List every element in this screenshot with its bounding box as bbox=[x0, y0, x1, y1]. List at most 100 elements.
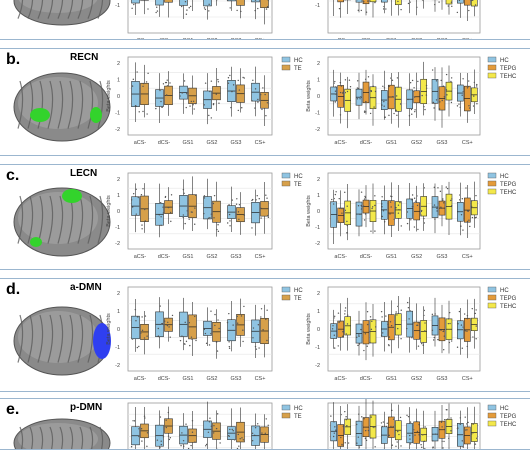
x-tick-label: GS3 bbox=[436, 38, 447, 39]
x-tick-label: CS+ bbox=[462, 140, 473, 146]
x-tick-label: GS1 bbox=[386, 140, 397, 146]
x-tick-label: CS+ bbox=[255, 38, 266, 39]
y-tick-label: 0 bbox=[317, 327, 320, 333]
x-tick-label: GS3 bbox=[436, 376, 447, 382]
y-tick-label: -2 bbox=[315, 241, 320, 247]
y-tick-label: 1 bbox=[117, 78, 120, 84]
brain-image bbox=[14, 73, 110, 141]
x-tick-label: GS2 bbox=[411, 376, 422, 382]
x-tick-label: dCS- bbox=[158, 254, 171, 260]
y-axis-label: Beta weights bbox=[306, 80, 312, 112]
legend-entry: HC bbox=[294, 406, 303, 412]
y-tick-label: 2 bbox=[117, 177, 120, 183]
y-tick-label: 0 bbox=[317, 94, 320, 100]
y-tick-label: -2 bbox=[315, 127, 320, 133]
y-tick-label: -1 bbox=[115, 345, 120, 351]
y-tick-label: 2 bbox=[317, 291, 320, 297]
x-tick-label: GS3 bbox=[436, 140, 447, 146]
y-tick-label: -2 bbox=[315, 363, 320, 369]
y-axis-label: Beta weights bbox=[106, 195, 112, 227]
legend: HC TE bbox=[282, 405, 303, 420]
x-tick-label: GS1 bbox=[182, 140, 193, 146]
box bbox=[395, 0, 401, 5]
y-axis-label: Beta weights bbox=[306, 195, 312, 227]
y-tick-label: -2 bbox=[115, 127, 120, 133]
x-tick-label: aCS- bbox=[334, 38, 347, 39]
x-tick-label: aCS- bbox=[134, 254, 147, 260]
panel-graphics: 2 1 0 -1 -2 Beta weights aCS-dCS- GS1 GS2 GS3 CS+ H… bbox=[0, 165, 530, 269]
x-tick-label: GS3 bbox=[230, 376, 241, 382]
y-tick-label: 2 bbox=[117, 291, 120, 297]
legend-entry: TEHC bbox=[500, 74, 517, 80]
x-tick-label: dCS- bbox=[360, 38, 373, 39]
y-tick-label: 0 bbox=[117, 209, 120, 215]
box bbox=[237, 0, 245, 5]
x-tick-label: aCS- bbox=[134, 38, 147, 39]
brain-image bbox=[14, 419, 110, 449]
x-tick-label: GS1 bbox=[182, 376, 193, 382]
box bbox=[180, 0, 188, 5]
legend: HC TE bbox=[282, 57, 303, 72]
y-axis-label: Beta weights bbox=[306, 313, 312, 345]
x-tick-label: CS+ bbox=[255, 254, 266, 260]
legend-entry: TEHC bbox=[500, 190, 517, 196]
panel-1: -1aCS-dCS-GS1GS2GS3CS+-1aCS-dCS-GS1GS2GS… bbox=[0, 0, 530, 40]
activation-blob bbox=[62, 189, 82, 203]
legend-entry: TE bbox=[294, 66, 302, 72]
legend: HC TE bbox=[282, 287, 303, 302]
x-tick-label: GS2 bbox=[206, 38, 217, 39]
box bbox=[132, 0, 140, 3]
x-tick-label: dCS- bbox=[360, 140, 373, 146]
legend-entry: TEPG bbox=[500, 414, 517, 420]
y-tick-label: -1 bbox=[115, 225, 120, 231]
x-tick-label: aCS- bbox=[334, 376, 347, 382]
x-tick-label: GS1 bbox=[386, 38, 397, 39]
x-tick-label: GS3 bbox=[230, 140, 241, 146]
box bbox=[464, 0, 470, 5]
y-tick-label: -1 bbox=[315, 225, 320, 231]
legend-entry: HC bbox=[500, 288, 509, 294]
x-tick-label: GS2 bbox=[206, 254, 217, 260]
y-tick-label: 1 bbox=[117, 193, 120, 199]
legend-entry: TE bbox=[294, 414, 302, 420]
x-tick-label: GS1 bbox=[182, 254, 193, 260]
box bbox=[204, 0, 212, 6]
box bbox=[156, 0, 164, 5]
box bbox=[338, 0, 344, 2]
x-tick-label: GS2 bbox=[411, 254, 422, 260]
legend-entry: HC bbox=[294, 288, 303, 294]
activation-blob bbox=[30, 237, 42, 247]
brain-image bbox=[14, 188, 110, 256]
legend-entry: HC bbox=[500, 406, 509, 412]
x-tick-label: GS3 bbox=[436, 254, 447, 260]
y-tick-label: 0 bbox=[117, 327, 120, 333]
legend-entry: TE bbox=[294, 296, 302, 302]
x-tick-label: dCS- bbox=[360, 376, 373, 382]
y-tick-label: -1 bbox=[315, 345, 320, 351]
x-tick-label: GS2 bbox=[411, 38, 422, 39]
x-tick-label: dCS- bbox=[360, 254, 373, 260]
brain-image bbox=[14, 307, 111, 375]
x-tick-label: aCS- bbox=[134, 376, 147, 382]
x-tick-label: GS2 bbox=[206, 140, 217, 146]
legend-entry: HC bbox=[294, 58, 303, 64]
legend-entry: TEPG bbox=[500, 296, 517, 302]
y-tick-label: 1 bbox=[117, 309, 120, 315]
x-tick-label: CS+ bbox=[462, 254, 473, 260]
legend-entry: TEPG bbox=[500, 66, 517, 72]
y-tick-label: -2 bbox=[115, 241, 120, 247]
y-tick-label: 2 bbox=[317, 177, 320, 183]
y-tick-label: -1 bbox=[115, 3, 120, 9]
box bbox=[356, 0, 362, 2]
box bbox=[165, 0, 173, 2]
